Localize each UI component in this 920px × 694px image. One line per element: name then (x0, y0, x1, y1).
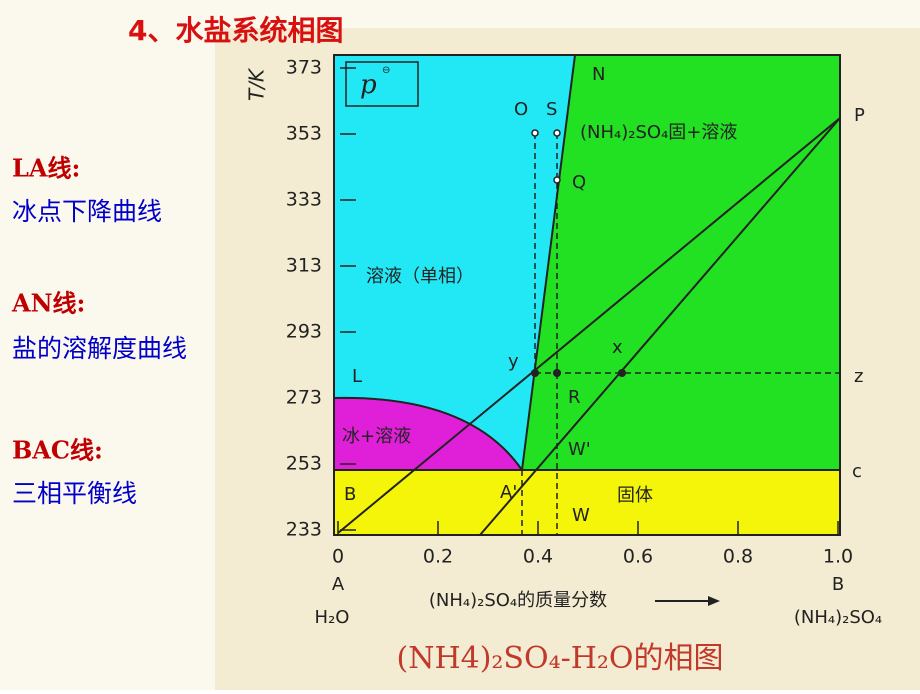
solution-region (334, 55, 575, 470)
curve-AN (521, 54, 576, 471)
y-tick-label: 313 (286, 255, 322, 277)
note-text: 冰点下降曲线 (12, 197, 162, 226)
arrow-head (708, 596, 720, 606)
x-tick-label: 0.2 (423, 546, 453, 568)
point (531, 369, 539, 377)
symbol-box (345, 61, 419, 107)
point-label: B (344, 484, 356, 505)
y-tick-label: 253 (286, 453, 322, 475)
point-label: Q (572, 172, 586, 193)
point (531, 129, 539, 137)
point-label: L (352, 366, 362, 387)
note-text: 盐的溶解度曲线 (12, 334, 187, 363)
point-label: A' (500, 482, 517, 503)
title: 4、水盐系统相图 (128, 14, 343, 47)
region-label: 固体 (617, 485, 653, 506)
x-end-label: (NH₄)₂SO₄ (794, 607, 882, 628)
line (479, 117, 841, 536)
x-end-label: H₂O (315, 607, 350, 628)
plot: p ⊖ L O S N P Q y x z R W' W A' B c (NH₄… (333, 54, 865, 536)
curve-LA (333, 396, 523, 471)
point (553, 176, 561, 184)
solid-region (334, 470, 840, 535)
plot-frame (333, 54, 841, 536)
point (553, 369, 561, 377)
x-end-label: A (332, 574, 345, 595)
symbol: p (360, 70, 377, 100)
point-label: y (508, 351, 519, 372)
y-tick-label: 273 (286, 387, 322, 409)
x-axis-label: (NH₄)₂SO₄的质量分数 (429, 590, 607, 611)
point-label: O (514, 99, 528, 120)
point-label: c (852, 461, 862, 482)
line (337, 117, 841, 534)
caption: (NH4)₂SO₄-H₂O的相图 (396, 641, 723, 676)
y-axis-label: T/K (245, 67, 269, 101)
x-tick-label: 0.4 (523, 546, 553, 568)
point-label: z (854, 366, 863, 387)
point-label: R (568, 387, 581, 408)
y-tick-label: 233 (286, 519, 322, 541)
note-label: BAC线: (12, 436, 103, 465)
region-label: 溶液（单相） (366, 266, 474, 287)
point-label: W' (568, 439, 591, 460)
y-tick-label: 293 (286, 321, 322, 343)
point-label: W (572, 505, 590, 526)
note-label: AN线: (11, 289, 85, 318)
x-tick-label: 1.0 (823, 546, 853, 568)
ticks: 373 353 333 313 293 273 253 233 0 0.2 0.4 0.6 0.8 1.0 (286, 57, 853, 568)
y-tick-label: 333 (286, 189, 322, 211)
salt-solution-region (522, 55, 840, 470)
x-end-label: B (832, 574, 844, 595)
point-label: S (546, 99, 557, 120)
note-label: LA线: (12, 154, 80, 183)
x-tick-label: 0 (332, 546, 344, 568)
region-label: (NH₄)₂SO₄固+溶液 (580, 122, 737, 143)
symbol-sup: ⊖ (382, 65, 390, 76)
x-tick-label: 0.6 (623, 546, 653, 568)
note-text: 三相平衡线 (12, 479, 137, 508)
point-label: x (612, 337, 623, 358)
point-label: P (854, 105, 865, 126)
ice-region (334, 397, 522, 470)
y-tick-label: 353 (286, 123, 322, 145)
region-label: 冰+溶液 (342, 426, 411, 447)
point (553, 129, 561, 137)
x-tick-label: 0.8 (723, 546, 753, 568)
point-label: N (592, 64, 605, 85)
y-tick-label: 373 (286, 57, 322, 79)
point (618, 369, 626, 377)
